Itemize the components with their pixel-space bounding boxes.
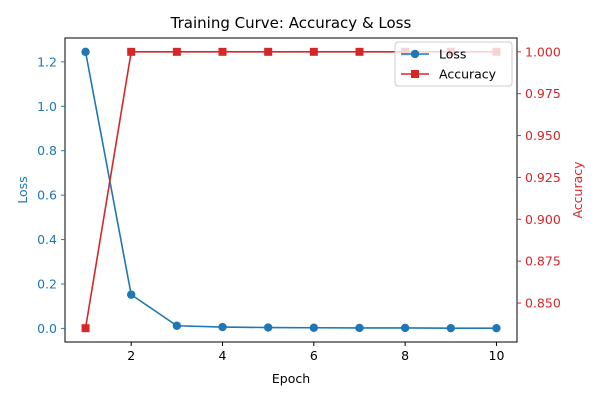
loss-legend-label: Loss xyxy=(439,47,466,62)
loss-point xyxy=(81,47,90,57)
accuracy-point xyxy=(218,47,227,56)
right-y-axis-label: Accuracy xyxy=(570,161,585,219)
accuracy-legend-marker xyxy=(411,70,419,78)
plot-frame xyxy=(64,37,518,343)
accuracy-point xyxy=(127,47,136,56)
loss-series-line xyxy=(84,51,497,329)
accuracy-legend-label: Accuracy xyxy=(439,67,497,82)
loss-point xyxy=(263,323,273,332)
right-y-tick-label: 0.875 xyxy=(525,254,561,269)
left-y-axis-label: Loss xyxy=(15,176,30,203)
left-y-tick-label: 0.0 xyxy=(37,321,57,336)
x-tick-label: 4 xyxy=(219,348,227,363)
accuracy-point xyxy=(264,47,273,56)
chart-title: Training Curve: Accuracy & Loss xyxy=(170,14,412,32)
right-y-tick-label: 0.925 xyxy=(525,170,561,185)
x-axis-label: Epoch xyxy=(272,371,310,386)
right-y-tick-label: 1.000 xyxy=(525,44,561,59)
accuracy-series-line xyxy=(84,51,497,329)
right-y-tick-label: 0.975 xyxy=(525,86,561,101)
x-tick-label: 8 xyxy=(401,348,409,363)
loss-point xyxy=(400,323,410,333)
left-y-tick-label: 0.2 xyxy=(37,276,57,291)
left-y-tick-label: 0.8 xyxy=(37,143,57,158)
axes: 2 4 6 8 10 0.0 0.2 0.4 0.6 0.8 1.0 1.2 0.850 0.875 0.9… xyxy=(37,37,561,363)
loss-legend-marker xyxy=(410,49,420,59)
loss-point xyxy=(492,323,501,333)
accuracy-point xyxy=(309,47,318,56)
loss-point xyxy=(446,323,455,333)
plot-area xyxy=(81,47,501,333)
loss-point xyxy=(172,321,182,330)
accuracy-point xyxy=(355,47,364,56)
right-y-tick-label: 0.950 xyxy=(525,128,561,143)
left-y-tick-label: 1.2 xyxy=(37,54,57,69)
right-y-tick-label: 0.850 xyxy=(525,296,561,311)
left-y-tick-label: 0.6 xyxy=(37,188,57,203)
loss-point xyxy=(309,323,319,332)
loss-point xyxy=(218,322,227,332)
left-y-tick-label: 0.4 xyxy=(37,232,57,247)
x-tick-label: 2 xyxy=(127,348,135,363)
accuracy-point xyxy=(172,47,181,56)
legend: Loss Accuracy xyxy=(394,41,513,87)
accuracy-point xyxy=(81,324,90,333)
legend-box xyxy=(394,41,513,87)
loss-point xyxy=(355,323,364,333)
x-tick-label: 6 xyxy=(310,348,318,363)
right-y-tick-label: 0.900 xyxy=(525,212,561,227)
left-y-tick-label: 1.0 xyxy=(37,99,57,114)
x-tick-label: 10 xyxy=(489,348,505,363)
loss-point xyxy=(127,290,136,299)
